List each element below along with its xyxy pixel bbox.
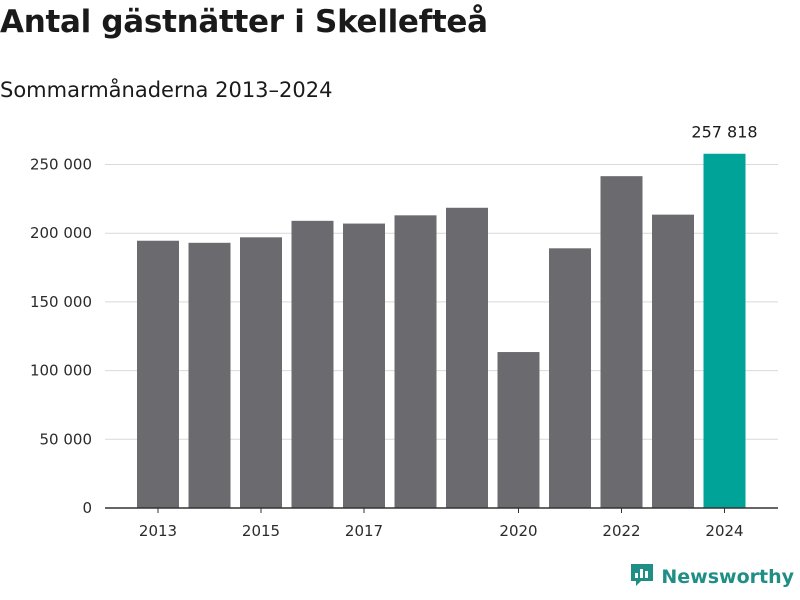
x-tick-label: 2013 — [139, 522, 177, 540]
bar-2015 — [240, 237, 282, 508]
bar-2024 — [703, 153, 746, 508]
x-tick-label: 2020 — [499, 522, 537, 540]
chart-title: Antal gästnätter i Skellefteå — [0, 4, 488, 40]
y-tick-label: 100 000 — [30, 362, 92, 380]
bar-2016 — [291, 220, 334, 508]
bar-2022 — [600, 176, 643, 508]
y-tick-label: 50 000 — [40, 430, 93, 448]
bar-2018 — [394, 215, 437, 508]
y-tick-label: 250 000 — [30, 155, 92, 173]
bar-2019 — [446, 207, 488, 508]
newsworthy-logo-icon — [629, 562, 655, 592]
x-tick-label: 2022 — [602, 522, 640, 540]
x-axis-ticks: 2013 2015 2017 2020 2022 2024 — [139, 508, 744, 540]
y-tick-label: 0 — [82, 499, 92, 517]
y-tick-label: 200 000 — [30, 224, 92, 242]
bar-2021 — [549, 248, 591, 508]
x-tick-label: 2024 — [705, 522, 743, 540]
x-tick-label: 2017 — [345, 522, 383, 540]
brand-logo: Newsworthy — [629, 562, 794, 592]
highlight-value-label: 257 818 — [691, 123, 757, 142]
chart-subtitle: Sommarmånaderna 2013–2024 — [0, 78, 333, 102]
bar-2013 — [137, 240, 179, 508]
y-tick-label: 150 000 — [30, 293, 92, 311]
x-tick-label: 2015 — [242, 522, 280, 540]
bars — [137, 153, 746, 509]
bar-2020 — [497, 352, 540, 508]
y-axis-ticks: 0 50 000 100 000 150 000 200 000 250 000 — [30, 155, 92, 517]
brand-name: Newsworthy — [661, 566, 794, 588]
data-labels: 257 818 — [691, 123, 757, 142]
bar-2017 — [343, 223, 385, 509]
bar-2023 — [652, 214, 694, 508]
bar-2014 — [188, 242, 231, 509]
